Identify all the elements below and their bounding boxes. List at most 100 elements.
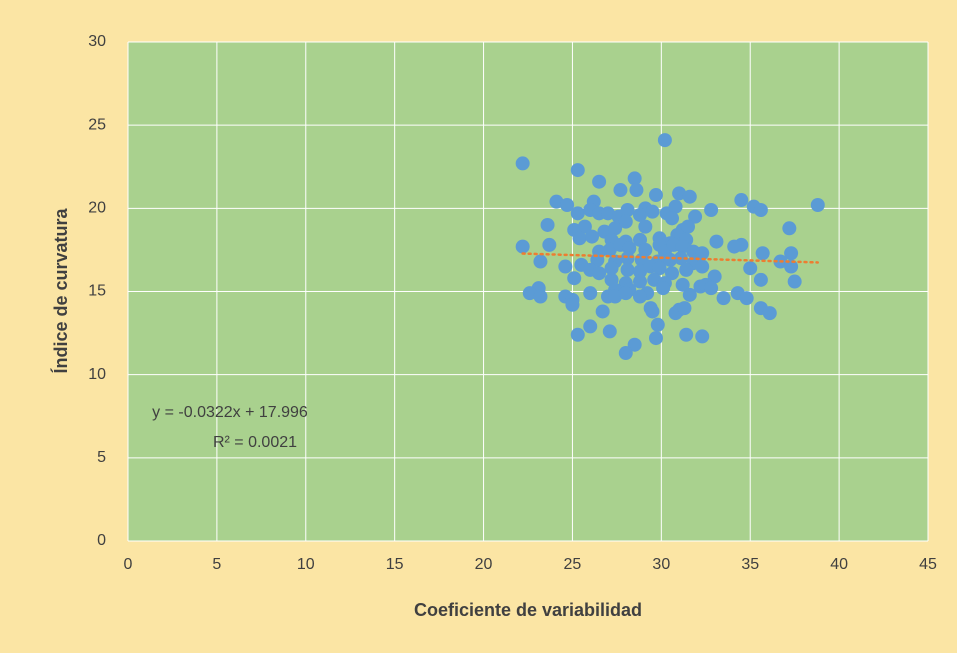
data-point xyxy=(652,261,667,276)
data-point xyxy=(707,269,722,284)
data-point xyxy=(709,234,724,249)
trendline-r2: R² = 0.0021 xyxy=(213,434,297,451)
data-point xyxy=(629,183,644,198)
data-point xyxy=(675,239,690,254)
data-point xyxy=(734,193,749,208)
y-tick-label: 0 xyxy=(97,532,106,549)
data-point xyxy=(656,281,671,296)
trendline xyxy=(521,252,820,264)
data-point xyxy=(570,206,585,221)
data-point xyxy=(533,289,548,304)
data-point xyxy=(679,327,694,342)
data-point xyxy=(608,289,623,304)
data-point xyxy=(583,319,598,334)
data-point xyxy=(620,251,635,266)
data-point xyxy=(647,272,662,287)
data-point xyxy=(601,206,615,221)
data-point xyxy=(572,231,587,246)
data-point xyxy=(592,174,607,189)
y-tick-label: 30 xyxy=(88,33,106,50)
y-axis-title: Índice de curvatura xyxy=(50,207,71,373)
data-point xyxy=(688,209,703,224)
data-point xyxy=(782,221,797,236)
data-point xyxy=(620,262,635,277)
data-point xyxy=(645,204,660,219)
data-point xyxy=(633,264,647,279)
data-point xyxy=(585,229,599,244)
data-point xyxy=(515,156,530,171)
data-point xyxy=(583,286,598,301)
data-point xyxy=(595,304,610,319)
data-point xyxy=(613,183,628,198)
data-point xyxy=(627,171,642,186)
data-point xyxy=(716,291,731,306)
x-tick-label: 5 xyxy=(212,556,221,573)
data-point xyxy=(677,301,692,316)
data-point xyxy=(784,246,799,261)
x-tick-label: 25 xyxy=(564,556,582,573)
data-point xyxy=(577,219,592,234)
data-point xyxy=(560,198,575,213)
data-point xyxy=(665,211,679,226)
data-point xyxy=(558,259,573,274)
x-tick-label: 15 xyxy=(386,556,404,573)
y-tick-label: 15 xyxy=(88,283,106,300)
data-point xyxy=(753,272,768,287)
data-point xyxy=(522,286,537,301)
marks xyxy=(515,133,825,361)
data-point xyxy=(649,331,663,346)
x-tick-label: 10 xyxy=(297,556,315,573)
data-point xyxy=(704,281,719,296)
data-point xyxy=(540,217,555,232)
data-point xyxy=(515,239,530,254)
data-point xyxy=(675,277,690,292)
data-point xyxy=(739,291,754,306)
data-point xyxy=(567,271,582,286)
data-point xyxy=(672,186,687,201)
data-point xyxy=(762,306,777,321)
y-tick-label: 5 xyxy=(97,449,106,466)
data-point xyxy=(810,198,825,213)
data-point xyxy=(695,259,710,274)
data-point xyxy=(542,237,557,252)
data-point xyxy=(657,133,672,148)
data-point xyxy=(649,188,663,203)
data-point xyxy=(608,221,623,236)
data-point xyxy=(663,252,678,267)
data-point xyxy=(665,266,679,281)
grid xyxy=(127,41,929,542)
x-axis-title: Coeficiente de variabilidad xyxy=(414,600,642,620)
data-point xyxy=(592,266,607,281)
x-tick-label: 35 xyxy=(741,556,759,573)
data-point xyxy=(633,289,647,304)
data-point xyxy=(618,346,633,361)
data-point xyxy=(681,219,695,234)
data-point xyxy=(784,259,799,274)
data-point xyxy=(602,242,617,257)
y-tick-label: 10 xyxy=(88,366,106,383)
data-point xyxy=(704,202,719,217)
data-point xyxy=(570,327,585,342)
data-point xyxy=(618,286,633,301)
x-tick-label: 30 xyxy=(652,556,670,573)
data-point xyxy=(549,194,564,209)
y-tick-label: 25 xyxy=(88,116,106,133)
data-point xyxy=(570,163,585,178)
data-point xyxy=(650,317,665,332)
data-point xyxy=(645,304,660,319)
data-point xyxy=(618,214,633,229)
data-point xyxy=(753,202,768,217)
data-point xyxy=(727,239,742,254)
data-point xyxy=(787,274,802,289)
data-point xyxy=(533,254,548,269)
data-point xyxy=(668,199,683,214)
data-point xyxy=(604,261,619,276)
x-tick-label: 20 xyxy=(475,556,493,573)
x-tick-label: 0 xyxy=(124,556,133,573)
x-tick-label: 40 xyxy=(830,556,848,573)
data-point xyxy=(755,246,770,261)
data-point xyxy=(620,202,635,217)
data-point xyxy=(743,261,758,276)
data-point xyxy=(682,287,697,302)
